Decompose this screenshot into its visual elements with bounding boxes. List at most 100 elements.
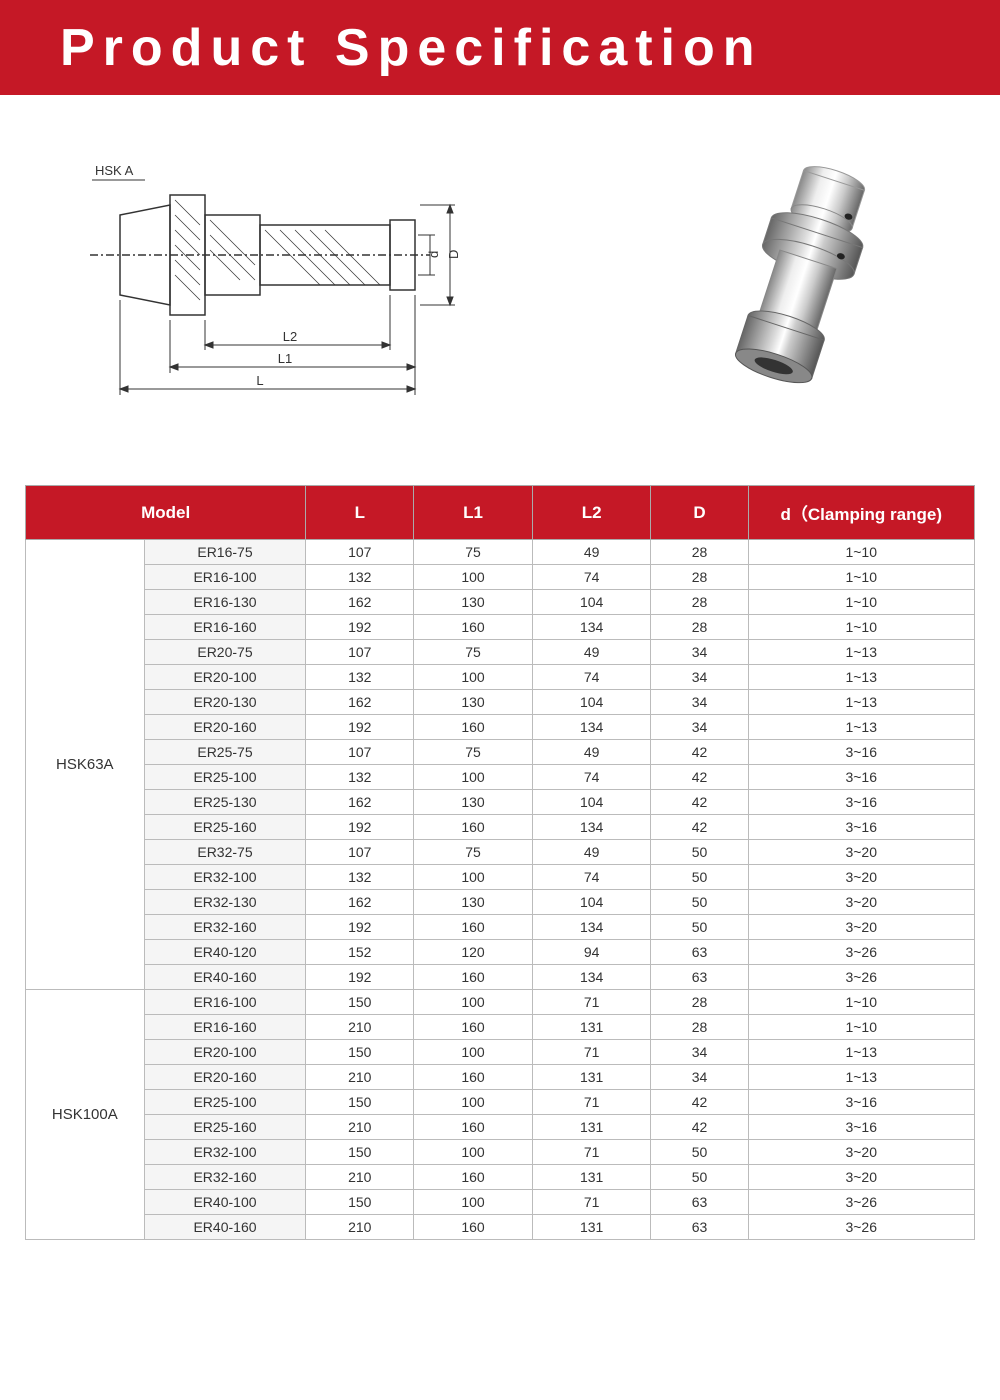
- cell-L: 210: [306, 1065, 414, 1090]
- spec-table: Model L L1 L2 D d（Clamping range) HSK63A…: [25, 485, 975, 1240]
- cell-range: 3~16: [748, 815, 975, 840]
- model-cell: ER32-100: [144, 1140, 306, 1165]
- table-row: ER25-751077549423~16: [26, 740, 975, 765]
- cell-D: 34: [651, 640, 748, 665]
- cell-L2: 134: [532, 615, 651, 640]
- cell-L2: 71: [532, 1040, 651, 1065]
- cell-range: 3~20: [748, 890, 975, 915]
- model-cell: ER20-75: [144, 640, 306, 665]
- cell-L1: 160: [414, 615, 533, 640]
- model-cell: ER16-130: [144, 590, 306, 615]
- model-cell: ER40-120: [144, 940, 306, 965]
- table-row: ER40-10015010071633~26: [26, 1190, 975, 1215]
- cell-range: 3~26: [748, 1190, 975, 1215]
- technical-drawing: HSK A: [60, 155, 460, 415]
- cell-L: 132: [306, 765, 414, 790]
- cell-range: 1~13: [748, 1040, 975, 1065]
- cell-D: 63: [651, 965, 748, 990]
- table-row: ER32-751077549503~20: [26, 840, 975, 865]
- cell-D: 63: [651, 1215, 748, 1240]
- table-row: ER25-130162130104423~16: [26, 790, 975, 815]
- model-cell: ER32-75: [144, 840, 306, 865]
- cell-D: 34: [651, 1065, 748, 1090]
- table-row: ER25-160192160134423~16: [26, 815, 975, 840]
- model-cell: ER20-160: [144, 1065, 306, 1090]
- cell-L: 150: [306, 1140, 414, 1165]
- cell-D: 42: [651, 1090, 748, 1115]
- group-cell: HSK63A: [26, 540, 145, 990]
- cell-L2: 71: [532, 1190, 651, 1215]
- cell-L1: 100: [414, 765, 533, 790]
- dim-label-d: d: [426, 251, 441, 258]
- table-row: ER16-10013210074281~10: [26, 565, 975, 590]
- cell-D: 42: [651, 815, 748, 840]
- cell-L2: 131: [532, 1215, 651, 1240]
- cell-L1: 75: [414, 640, 533, 665]
- cell-L1: 160: [414, 1115, 533, 1140]
- dim-label-L: L: [256, 373, 263, 388]
- model-cell: ER32-160: [144, 915, 306, 940]
- cell-L1: 160: [414, 965, 533, 990]
- cell-L2: 131: [532, 1165, 651, 1190]
- cell-L1: 130: [414, 590, 533, 615]
- cell-L: 107: [306, 740, 414, 765]
- cell-L2: 131: [532, 1115, 651, 1140]
- table-row: ER20-10013210074341~13: [26, 665, 975, 690]
- cell-L1: 120: [414, 940, 533, 965]
- table-row: ER20-160210160131341~13: [26, 1065, 975, 1090]
- cell-L1: 100: [414, 865, 533, 890]
- model-cell: ER25-100: [144, 1090, 306, 1115]
- cell-range: 1~13: [748, 690, 975, 715]
- cell-L2: 49: [532, 840, 651, 865]
- cell-L2: 131: [532, 1065, 651, 1090]
- table-row: HSK63AER16-751077549281~10: [26, 540, 975, 565]
- cell-D: 34: [651, 665, 748, 690]
- cell-L2: 104: [532, 790, 651, 815]
- cell-L1: 160: [414, 815, 533, 840]
- cell-range: 3~16: [748, 765, 975, 790]
- cell-L: 107: [306, 640, 414, 665]
- model-cell: ER20-100: [144, 1040, 306, 1065]
- cell-L: 132: [306, 665, 414, 690]
- cell-D: 63: [651, 940, 748, 965]
- cell-range: 1~13: [748, 640, 975, 665]
- table-row: ER20-130162130104341~13: [26, 690, 975, 715]
- table-row: ER16-130162130104281~10: [26, 590, 975, 615]
- dim-label-L2: L2: [283, 329, 297, 344]
- model-cell: ER40-160: [144, 965, 306, 990]
- model-cell: ER25-75: [144, 740, 306, 765]
- cell-range: 1~10: [748, 990, 975, 1015]
- cell-L1: 100: [414, 1090, 533, 1115]
- cell-range: 3~16: [748, 740, 975, 765]
- cell-L1: 160: [414, 1015, 533, 1040]
- model-cell: ER25-160: [144, 1115, 306, 1140]
- cell-L: 150: [306, 1190, 414, 1215]
- table-row: HSK100AER16-10015010071281~10: [26, 990, 975, 1015]
- model-cell: ER16-160: [144, 615, 306, 640]
- cell-L: 210: [306, 1165, 414, 1190]
- cell-L: 192: [306, 715, 414, 740]
- cell-L2: 74: [532, 865, 651, 890]
- model-cell: ER32-130: [144, 890, 306, 915]
- table-row: ER40-160210160131633~26: [26, 1215, 975, 1240]
- cell-L2: 74: [532, 565, 651, 590]
- table-row: ER20-10015010071341~13: [26, 1040, 975, 1065]
- cell-L: 162: [306, 790, 414, 815]
- cell-L: 192: [306, 815, 414, 840]
- cell-D: 50: [651, 1165, 748, 1190]
- cell-D: 42: [651, 790, 748, 815]
- th-D: D: [651, 486, 748, 540]
- cell-L1: 100: [414, 1190, 533, 1215]
- cell-L: 210: [306, 1115, 414, 1140]
- diagram-section: HSK A: [0, 95, 1000, 455]
- table-row: ER20-160192160134341~13: [26, 715, 975, 740]
- model-cell: ER16-75: [144, 540, 306, 565]
- th-model: Model: [26, 486, 306, 540]
- cell-L2: 71: [532, 990, 651, 1015]
- cell-L2: 104: [532, 590, 651, 615]
- group-cell: HSK100A: [26, 990, 145, 1240]
- cell-range: 1~10: [748, 590, 975, 615]
- cell-range: 1~10: [748, 615, 975, 640]
- cell-D: 50: [651, 1140, 748, 1165]
- cell-L: 150: [306, 990, 414, 1015]
